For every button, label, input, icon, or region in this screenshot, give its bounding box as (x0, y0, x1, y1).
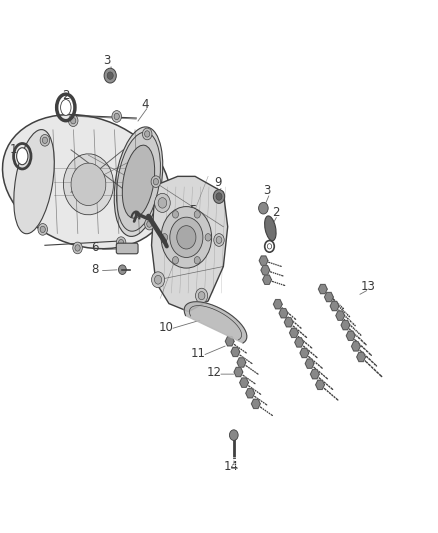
Circle shape (170, 217, 203, 257)
Ellipse shape (71, 163, 106, 206)
Polygon shape (234, 367, 243, 377)
Polygon shape (261, 265, 270, 274)
Circle shape (258, 203, 268, 214)
Circle shape (205, 233, 211, 241)
Ellipse shape (147, 221, 152, 227)
Polygon shape (311, 369, 319, 379)
Circle shape (173, 256, 179, 264)
Polygon shape (305, 359, 314, 368)
Polygon shape (226, 337, 234, 346)
Circle shape (213, 190, 225, 204)
Polygon shape (273, 300, 282, 309)
Circle shape (158, 198, 167, 208)
Ellipse shape (3, 115, 170, 249)
Polygon shape (284, 318, 293, 327)
Text: 11: 11 (191, 348, 205, 360)
Circle shape (194, 256, 200, 264)
Circle shape (195, 288, 208, 303)
Ellipse shape (112, 111, 121, 122)
Text: 8: 8 (91, 263, 99, 276)
Polygon shape (246, 389, 254, 398)
Circle shape (198, 292, 205, 300)
Ellipse shape (145, 218, 154, 230)
Text: 2: 2 (272, 206, 279, 219)
Ellipse shape (38, 223, 47, 235)
Ellipse shape (151, 176, 161, 188)
Ellipse shape (145, 131, 150, 137)
Text: 14: 14 (224, 461, 239, 473)
Polygon shape (231, 348, 240, 357)
Text: 10: 10 (159, 321, 173, 334)
Ellipse shape (118, 239, 124, 246)
Polygon shape (300, 349, 309, 358)
Circle shape (155, 276, 162, 284)
FancyBboxPatch shape (116, 243, 138, 254)
Text: 3: 3 (263, 184, 271, 197)
Ellipse shape (265, 216, 276, 241)
Polygon shape (325, 293, 333, 302)
Circle shape (152, 272, 165, 288)
Polygon shape (152, 176, 228, 312)
Ellipse shape (117, 132, 160, 231)
Ellipse shape (71, 117, 76, 124)
Ellipse shape (14, 130, 54, 234)
Circle shape (267, 244, 272, 249)
Polygon shape (251, 399, 260, 408)
Ellipse shape (75, 245, 80, 251)
Circle shape (194, 211, 200, 218)
Text: 13: 13 (360, 280, 375, 293)
Polygon shape (279, 309, 288, 318)
Circle shape (230, 430, 238, 440)
Ellipse shape (40, 226, 46, 232)
Circle shape (161, 207, 212, 268)
Polygon shape (336, 311, 345, 320)
Polygon shape (352, 342, 360, 351)
Ellipse shape (122, 145, 155, 218)
Ellipse shape (64, 154, 113, 215)
Circle shape (216, 237, 222, 244)
Text: 4: 4 (141, 98, 149, 111)
Polygon shape (316, 380, 325, 390)
Polygon shape (263, 275, 272, 284)
Circle shape (177, 225, 196, 249)
Circle shape (216, 193, 222, 200)
Ellipse shape (114, 127, 163, 237)
Circle shape (214, 233, 224, 246)
Ellipse shape (114, 114, 119, 119)
Polygon shape (295, 338, 304, 347)
Ellipse shape (42, 137, 47, 143)
Circle shape (162, 233, 168, 241)
Polygon shape (357, 352, 365, 361)
Ellipse shape (116, 237, 126, 248)
Polygon shape (259, 256, 268, 265)
Circle shape (173, 211, 179, 218)
Circle shape (104, 68, 116, 83)
Polygon shape (341, 320, 350, 330)
Polygon shape (184, 302, 247, 343)
Polygon shape (318, 285, 327, 294)
Text: 12: 12 (206, 366, 221, 379)
Circle shape (155, 193, 170, 213)
Text: 7: 7 (268, 225, 275, 238)
Polygon shape (346, 331, 355, 341)
Polygon shape (240, 378, 248, 387)
Text: 9: 9 (214, 176, 222, 189)
Polygon shape (237, 358, 246, 367)
Ellipse shape (153, 179, 159, 185)
Ellipse shape (142, 128, 152, 140)
Polygon shape (290, 328, 298, 337)
Ellipse shape (68, 115, 78, 126)
Text: 3: 3 (103, 54, 110, 67)
Ellipse shape (73, 242, 82, 254)
Text: 1: 1 (10, 143, 18, 156)
Ellipse shape (40, 134, 49, 146)
Ellipse shape (60, 100, 71, 115)
Text: 2: 2 (62, 89, 70, 102)
Circle shape (118, 265, 126, 274)
Circle shape (107, 72, 113, 79)
Ellipse shape (17, 148, 28, 165)
Polygon shape (330, 302, 339, 311)
Text: 6: 6 (91, 241, 99, 254)
Text: 5: 5 (189, 204, 197, 217)
